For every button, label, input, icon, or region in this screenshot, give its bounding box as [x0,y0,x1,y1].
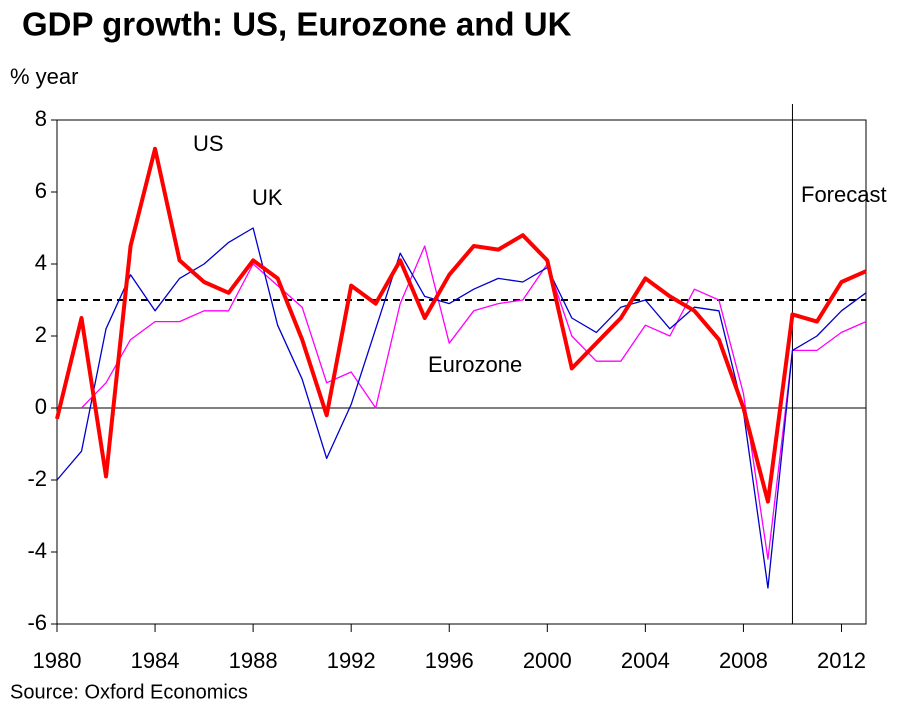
forecast-label: Forecast [801,182,887,207]
y-tick-label: 8 [35,106,47,131]
y-tick-label: 2 [35,322,47,347]
series-label: Eurozone [428,352,522,377]
plot-frame [56,119,867,625]
y-tick-label: 6 [35,178,47,203]
x-tick-label: 1992 [327,648,376,673]
x-tick-label: 2008 [719,648,768,673]
y-tick-label: -2 [27,466,47,491]
series-label: US [193,131,224,156]
y-tick-label: -6 [27,610,47,635]
x-tick-label: 1988 [229,648,278,673]
x-tick-label: 2000 [523,648,572,673]
x-tick-label: 1980 [33,648,82,673]
chart-title: GDP growth: US, Eurozone and UK [22,6,572,43]
series-line [81,245,867,560]
series-line [55,146,867,504]
y-axis-label: % year [10,64,78,89]
y-tick-label: 4 [35,250,47,275]
x-tick-label: 2012 [817,648,866,673]
x-tick-label: 1984 [131,648,180,673]
y-tick-label: 0 [35,394,47,419]
y-tick-label: -4 [27,538,47,563]
source: Source: Oxford Economics [10,681,248,703]
x-tick-label: 1996 [425,648,474,673]
series-label: UK [252,185,283,210]
x-tick-label: 2004 [621,648,670,673]
